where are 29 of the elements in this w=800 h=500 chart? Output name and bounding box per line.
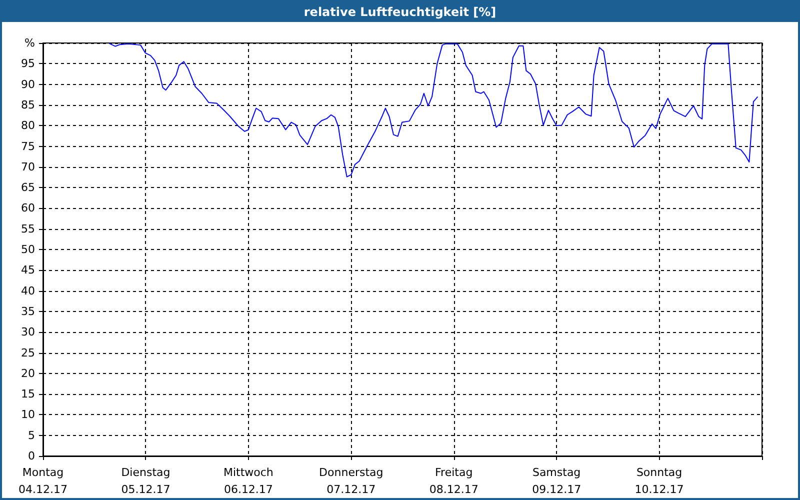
- y-tick-label: 30: [21, 326, 35, 339]
- y-tick-label: 75: [21, 140, 35, 153]
- y-tick-label: 65: [21, 181, 35, 194]
- x-tick-label: Sonntag 10.12.17: [634, 466, 684, 496]
- x-tick-label: Freitag 08.12.17: [429, 466, 478, 496]
- y-tick-label: 90: [21, 78, 35, 91]
- x-tick-label: Dienstag 05.12.17: [121, 466, 170, 496]
- y-tick-label: %: [24, 36, 35, 50]
- x-tick-label: Samstag 09.12.17: [532, 466, 582, 496]
- y-tick-label: 45: [21, 264, 35, 277]
- y-tick-label: 80: [21, 119, 35, 132]
- y-tick-label: 15: [21, 388, 35, 401]
- x-tick-label: Donnerstag 07.12.17: [319, 466, 384, 496]
- y-tick-label: 35: [21, 304, 35, 318]
- y-tick-label: 85: [21, 98, 35, 112]
- y-tick-label: 55: [21, 222, 35, 236]
- y-tick-label: 50: [21, 243, 35, 256]
- y-tick-label: 70: [21, 160, 35, 174]
- y-tick-label: 10: [21, 408, 35, 422]
- x-tick-label: Mittwoch 06.12.17: [223, 466, 274, 496]
- y-tick-label: 5: [28, 428, 35, 442]
- y-tick-label: 20: [21, 366, 35, 380]
- y-tick-label: 95: [21, 57, 35, 70]
- y-tick-label: 60: [21, 202, 35, 215]
- y-tick-label: 25: [21, 346, 35, 360]
- chart-title: relative Luftfeuchtigkeit [%]: [2, 2, 798, 22]
- y-tick-label: 40: [21, 284, 35, 298]
- x-tick-label: Montag 04.12.17: [18, 466, 68, 496]
- y-tick-label: 0: [28, 450, 35, 462]
